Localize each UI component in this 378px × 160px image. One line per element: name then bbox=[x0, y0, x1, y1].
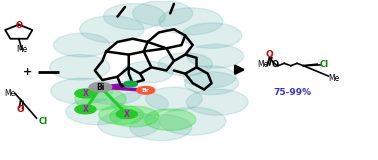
Circle shape bbox=[137, 87, 155, 94]
Text: O: O bbox=[15, 21, 23, 30]
Circle shape bbox=[110, 106, 159, 127]
Circle shape bbox=[75, 105, 96, 114]
Text: O: O bbox=[17, 105, 25, 114]
Text: Me: Me bbox=[257, 60, 269, 69]
Circle shape bbox=[144, 109, 196, 130]
Circle shape bbox=[186, 89, 248, 115]
Text: +: + bbox=[23, 67, 33, 77]
Text: O: O bbox=[266, 50, 273, 59]
Text: Cl: Cl bbox=[38, 117, 48, 126]
Circle shape bbox=[89, 82, 112, 92]
Circle shape bbox=[66, 99, 128, 125]
Text: X: X bbox=[124, 110, 130, 119]
Circle shape bbox=[75, 88, 126, 110]
Circle shape bbox=[53, 33, 110, 57]
Circle shape bbox=[51, 78, 113, 104]
Text: 75-99%: 75-99% bbox=[274, 88, 311, 97]
Circle shape bbox=[159, 8, 223, 35]
Text: Me: Me bbox=[5, 89, 16, 98]
Circle shape bbox=[99, 105, 144, 124]
Text: Bi: Bi bbox=[96, 83, 105, 92]
Circle shape bbox=[160, 107, 226, 135]
Text: X: X bbox=[82, 105, 88, 114]
Text: O: O bbox=[271, 60, 278, 69]
Circle shape bbox=[122, 61, 173, 83]
Circle shape bbox=[50, 55, 110, 80]
Circle shape bbox=[146, 87, 202, 111]
Text: Cl: Cl bbox=[320, 60, 329, 69]
Circle shape bbox=[187, 44, 243, 68]
Circle shape bbox=[112, 92, 168, 116]
Circle shape bbox=[124, 81, 138, 87]
Circle shape bbox=[116, 110, 138, 119]
Circle shape bbox=[75, 89, 96, 98]
Circle shape bbox=[104, 4, 165, 30]
Circle shape bbox=[183, 66, 236, 88]
Text: Me: Me bbox=[328, 74, 339, 83]
Circle shape bbox=[85, 81, 142, 105]
Circle shape bbox=[133, 1, 193, 26]
Circle shape bbox=[184, 72, 239, 95]
Circle shape bbox=[80, 16, 144, 43]
Circle shape bbox=[158, 53, 212, 76]
Text: Br: Br bbox=[142, 88, 150, 93]
Text: X: X bbox=[82, 89, 88, 98]
Circle shape bbox=[130, 115, 192, 141]
Text: Me: Me bbox=[16, 45, 28, 54]
Circle shape bbox=[181, 23, 242, 48]
Circle shape bbox=[98, 111, 160, 137]
